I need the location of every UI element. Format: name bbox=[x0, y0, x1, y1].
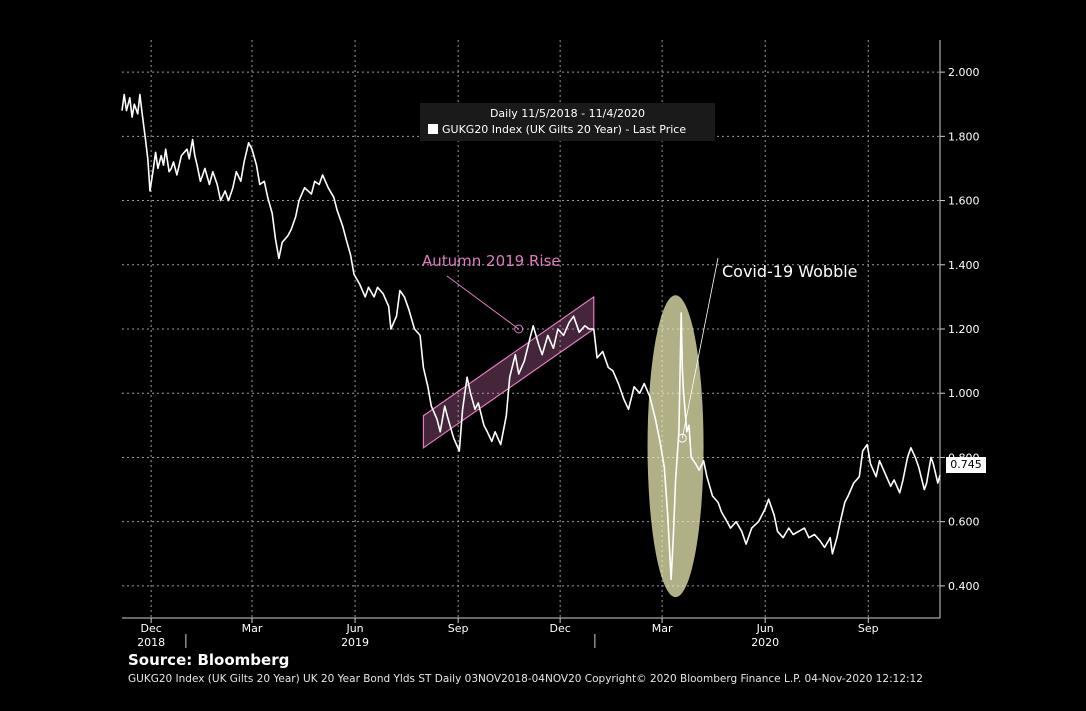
x-tick-label: Jun bbox=[756, 622, 774, 635]
y-tick-label: 2.000 bbox=[948, 66, 980, 79]
year-label: 2020 bbox=[751, 636, 779, 649]
y-tick-label: 1.600 bbox=[948, 195, 980, 208]
legend-series-label: GUKG20 Index (UK Gilts 20 Year) - Last P… bbox=[442, 123, 687, 136]
y-tick-label: 1.200 bbox=[948, 323, 980, 336]
x-tick-label: Sep bbox=[858, 622, 879, 635]
x-tick-label: Mar bbox=[242, 622, 263, 635]
legend-entry: GUKG20 Index (UK Gilts 20 Year) - Last P… bbox=[428, 123, 686, 136]
source-label: Source: Bloomberg bbox=[128, 651, 290, 669]
annotation-covid-19-wobble: Covid-19 Wobble bbox=[722, 262, 858, 281]
covid-annotation-line bbox=[681, 257, 719, 439]
x-tick-label: Sep bbox=[448, 622, 469, 635]
y-tick-label: 1.000 bbox=[948, 387, 980, 400]
legend-swatch bbox=[428, 124, 438, 134]
x-tick-label: Mar bbox=[652, 622, 673, 635]
year-label: 2019 bbox=[341, 636, 369, 649]
last-value-badge: 0.745 bbox=[946, 457, 986, 473]
y-tick-label: 1.800 bbox=[948, 130, 980, 143]
autumn-rise-channel bbox=[422, 295, 595, 449]
annotation-autumn-2019-rise: Autumn 2019 Rise bbox=[422, 252, 561, 270]
y-tick-label: 0.600 bbox=[948, 516, 980, 529]
autumn-annotation-arrow bbox=[446, 275, 519, 330]
x-tick-label: Dec bbox=[549, 622, 570, 635]
covid-highlight-ellipse bbox=[647, 295, 704, 598]
y-tick-label: 0.400 bbox=[948, 580, 980, 593]
year-label: 2018 bbox=[137, 636, 165, 649]
legend: Daily 11/5/2018 - 11/4/2020 GUKG20 Index… bbox=[420, 103, 715, 141]
legend-date-range: Daily 11/5/2018 - 11/4/2020 bbox=[489, 107, 646, 120]
autumn-annotation-marker bbox=[514, 324, 524, 334]
y-tick-label: 1.400 bbox=[948, 259, 980, 272]
series-line bbox=[121, 93, 941, 581]
footer-caption: GUKG20 Index (UK Gilts 20 Year) UK 20 Ye… bbox=[128, 673, 923, 685]
covid-annotation-marker bbox=[677, 433, 687, 443]
x-tick-label: Dec bbox=[140, 622, 161, 635]
x-tick-label: Jun bbox=[345, 622, 363, 635]
